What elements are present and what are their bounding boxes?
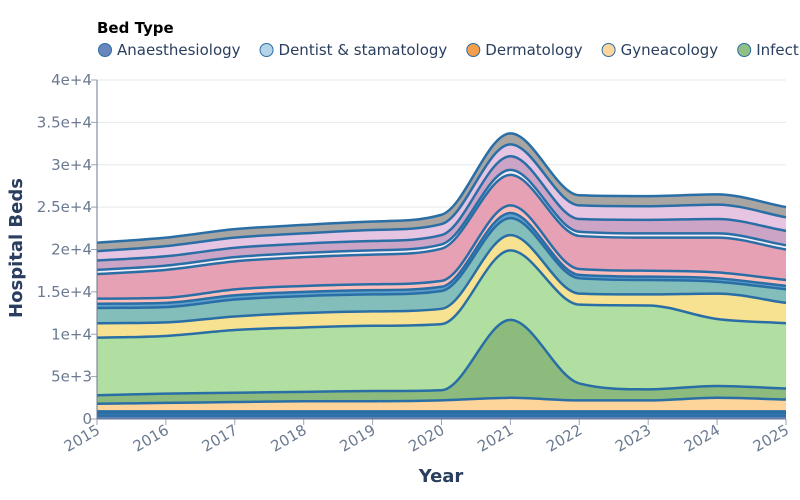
series-line (96, 216, 787, 310)
series-line (96, 168, 787, 272)
y-tick-label: 0 (82, 410, 92, 428)
area-series[interactable] (97, 133, 786, 252)
area-series[interactable] (97, 156, 786, 270)
series-line (96, 143, 787, 253)
series-line (96, 318, 787, 397)
series-line (96, 396, 787, 405)
x-tick-label: 2021 (474, 421, 516, 456)
area-series[interactable] (97, 319, 786, 404)
y-tick-label: 3e+4 (51, 156, 92, 174)
legend-swatch (259, 43, 274, 57)
y-tick-label: 3.5e+4 (37, 113, 92, 131)
legend-item[interactable]: Gyneacology (601, 41, 719, 59)
series-line (96, 132, 787, 244)
x-tick-label: 2020 (405, 421, 447, 456)
plot-area[interactable] (96, 132, 787, 419)
y-tick-label: 2e+4 (51, 241, 92, 259)
area-series[interactable] (97, 235, 786, 338)
series-line (96, 211, 787, 305)
legend-item[interactable]: Dentist & stamatology (259, 41, 448, 59)
x-tick-label: 2018 (268, 421, 310, 456)
legend-item[interactable]: Anaesthesiology (98, 41, 241, 59)
area-series[interactable] (97, 213, 786, 308)
x-tick-label: 2017 (199, 421, 241, 456)
legend-title: Bed Type (97, 19, 174, 37)
y-tick-label: 2.5e+4 (37, 198, 92, 216)
x-tick-label: 2019 (337, 421, 379, 456)
x-tick-label: 2016 (130, 421, 172, 456)
y-tick-label: 4e+4 (51, 71, 92, 89)
legend-swatch (737, 43, 752, 57)
area-series[interactable] (97, 250, 786, 396)
series-line (96, 233, 787, 325)
x-tick-label: 2023 (612, 421, 654, 456)
legend-item[interactable]: Infectious disease (737, 41, 800, 59)
area-series[interactable] (97, 218, 786, 324)
y-tick-label: 1e+4 (51, 325, 92, 343)
y-tick-label: 5e+3 (51, 368, 92, 386)
legend-swatch (466, 43, 481, 57)
y-axis-title: Hospital Beds (6, 178, 27, 318)
series-line (96, 249, 787, 339)
legend-swatch (601, 43, 616, 57)
legend-label: Anaesthesiology (117, 41, 241, 59)
area-series[interactable] (97, 205, 786, 304)
legend-swatch (98, 43, 112, 57)
legend[interactable]: Anaesthesiology Dentist & stamatology Derm… (98, 41, 800, 59)
x-tick-label: 2022 (543, 421, 585, 456)
x-tick-label: 2025 (750, 421, 792, 456)
legend-item[interactable]: Dermatology (466, 41, 583, 59)
series-line (96, 173, 787, 276)
legend-label: Dentist & stamatology (279, 41, 448, 59)
x-axis-title: Year (418, 466, 464, 487)
series-line (96, 204, 787, 300)
legend-label: Dermatology (485, 41, 582, 59)
x-tick-label: 2024 (681, 421, 723, 456)
y-tick-label: 1.5e+4 (37, 283, 92, 301)
legend-label: Infectious disease (756, 41, 800, 59)
series-line (96, 155, 787, 262)
legend-label: Gyneacology (621, 41, 719, 59)
area-series[interactable] (97, 174, 786, 299)
area-series[interactable] (97, 144, 786, 261)
